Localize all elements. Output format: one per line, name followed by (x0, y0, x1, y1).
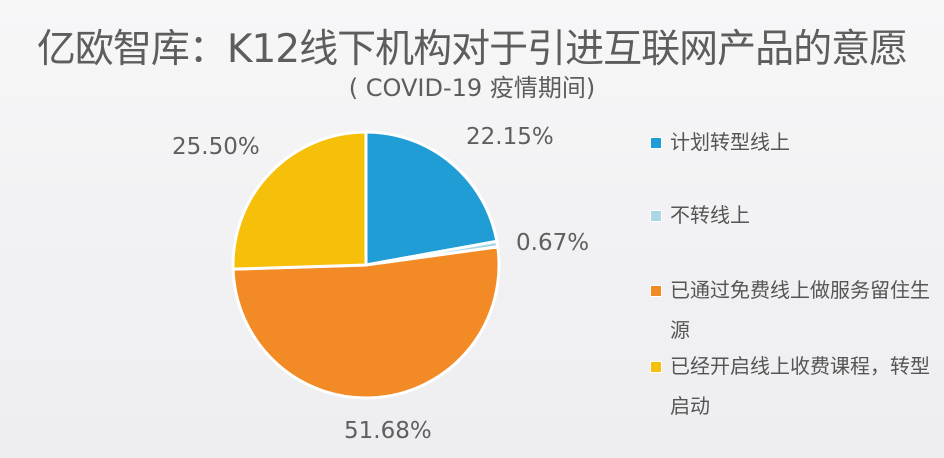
legend-label: 不转线上 (670, 203, 750, 227)
legend-item-not-online[interactable]: 不转线上 (650, 195, 940, 235)
legend-item-plan-online[interactable]: 计划转型线上 (650, 122, 940, 162)
legend-label: 计划转型线上 (670, 130, 790, 154)
chart-title: 亿欧智库：K12线下机构对于引进互联网产品的意愿 (36, 27, 908, 72)
legend-swatch-icon (650, 285, 662, 297)
data-label-paid-online: 25.50% (172, 134, 260, 160)
data-label-not-online: 0.67% (516, 230, 590, 256)
chart-subtitle: ( COVID-19 疫情期间) (348, 74, 596, 102)
data-label-free-online: 51.68% (344, 418, 432, 444)
slice-paid-online[interactable] (231, 130, 368, 271)
legend-swatch-icon (650, 210, 662, 222)
slice-plan-online[interactable] (364, 130, 499, 267)
legend-swatch-icon (650, 137, 662, 149)
legend-swatch-icon (650, 361, 662, 373)
legend-label: 已通过免费线上做服务留住生源 (670, 278, 930, 342)
legend-label: 已经开启线上收费课程，转型启动 (670, 354, 930, 418)
legend-item-paid-online[interactable]: 已经开启线上收费课程，转型启动 (650, 346, 940, 426)
slice-free-online[interactable] (231, 245, 501, 400)
legend-item-free-online[interactable]: 已通过免费线上做服务留住生源 (650, 270, 940, 350)
data-label-plan-online: 22.15% (466, 124, 554, 150)
